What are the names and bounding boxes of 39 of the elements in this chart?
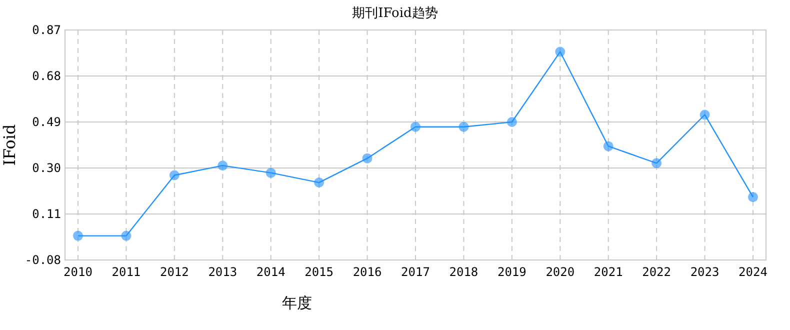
point <box>169 170 180 180</box>
y-tick-label: 0.11 <box>32 207 61 221</box>
point <box>603 141 614 152</box>
point <box>458 122 469 132</box>
x-tick-label: 2010 <box>64 265 92 279</box>
x-tick-label: 2014 <box>256 265 286 279</box>
point <box>700 110 710 120</box>
point <box>506 117 517 127</box>
point <box>555 46 566 57</box>
x-tick-label: 2018 <box>449 265 478 279</box>
y-tick-label: 0.68 <box>32 69 61 83</box>
point <box>218 160 228 171</box>
x-tick-label: 2020 <box>546 265 575 279</box>
point <box>266 168 276 178</box>
point <box>362 153 372 164</box>
x-tick-label: 2021 <box>594 265 623 279</box>
point <box>652 158 662 168</box>
x-tick-label: 2012 <box>160 265 189 279</box>
x-tick-label: 2023 <box>690 265 720 279</box>
x-tick-label: 2015 <box>304 265 334 279</box>
x-tick-label: 2017 <box>401 265 430 279</box>
x-tick-label: 2019 <box>497 265 526 279</box>
y-tick-label: 0.87 <box>32 23 61 37</box>
chart-title: 期刊IFoid趋势 <box>352 6 438 21</box>
y-tick-label: -0.08 <box>24 253 61 267</box>
y-axis-title: IFoid <box>0 124 19 166</box>
x-axis-title: 年度 <box>282 294 312 312</box>
point <box>73 230 83 241</box>
x-tick-label: 2013 <box>208 265 238 279</box>
x-tick-label: 2022 <box>642 265 672 279</box>
y-tick-label: 0.30 <box>32 161 61 175</box>
x-tick-label: 2016 <box>352 265 382 279</box>
point <box>410 122 420 132</box>
point <box>121 230 132 241</box>
y-tick-label: 0.49 <box>32 115 61 129</box>
point <box>748 192 758 202</box>
point <box>314 178 324 188</box>
x-tick-label: 2011 <box>112 265 141 279</box>
x-tick-label: 2024 <box>738 265 768 279</box>
